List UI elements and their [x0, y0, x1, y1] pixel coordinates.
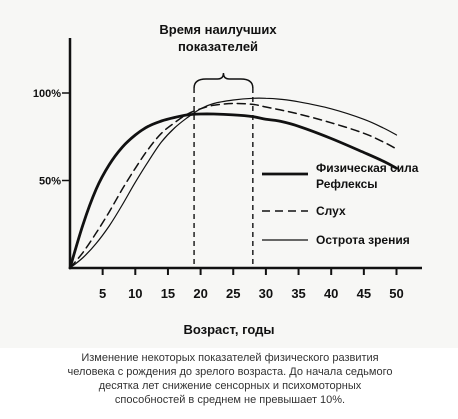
growth-chart: 5 10 15 20 25 30 35 40 45 50 50% 100% Возраст, годы В…: [33, 22, 422, 337]
figure-caption: Изменение некоторых показателей физическ…: [40, 351, 420, 407]
x-tick-label: 25: [226, 286, 240, 301]
x-tick-label: 20: [193, 286, 207, 301]
highlight-brace: [193, 72, 254, 89]
highlight-label-line2: показателей: [178, 39, 258, 54]
x-axis-label: Возраст, годы: [184, 322, 275, 337]
legend-label-line1: Физическая сила: [316, 161, 419, 175]
x-tick-label: 40: [324, 286, 338, 301]
caption-line: Изменение некоторых показателей физическ…: [81, 352, 379, 364]
caption-line: способностей в среднем не превышает 10%.: [114, 394, 346, 406]
caption-line: человека с рождения до зрелого возраста.…: [67, 366, 393, 378]
plot-panel: [0, 0, 458, 348]
x-tick-label: 5: [99, 286, 106, 301]
legend-label: Слух: [316, 204, 346, 218]
y-tick-label: 100%: [33, 88, 61, 100]
legend-label-line2: Рефлексы: [316, 177, 378, 191]
highlight-label-line1: Время наилучших: [159, 22, 277, 37]
x-tick-label: 35: [291, 286, 305, 301]
visual-acuity-line: [69, 97, 398, 269]
strength-reflexes-line: [68, 112, 398, 270]
legend-label: Острота зрения: [316, 233, 410, 247]
x-tick-label: 50: [389, 286, 403, 301]
x-tick-label: 15: [161, 286, 175, 301]
caption-line: десятка лет снижение сенсорных и психомо…: [98, 380, 362, 392]
x-tick-label: 10: [128, 286, 142, 301]
x-tick-label: 45: [357, 286, 371, 301]
x-tick-label: 30: [259, 286, 273, 301]
y-tick-label: 50%: [39, 176, 61, 188]
